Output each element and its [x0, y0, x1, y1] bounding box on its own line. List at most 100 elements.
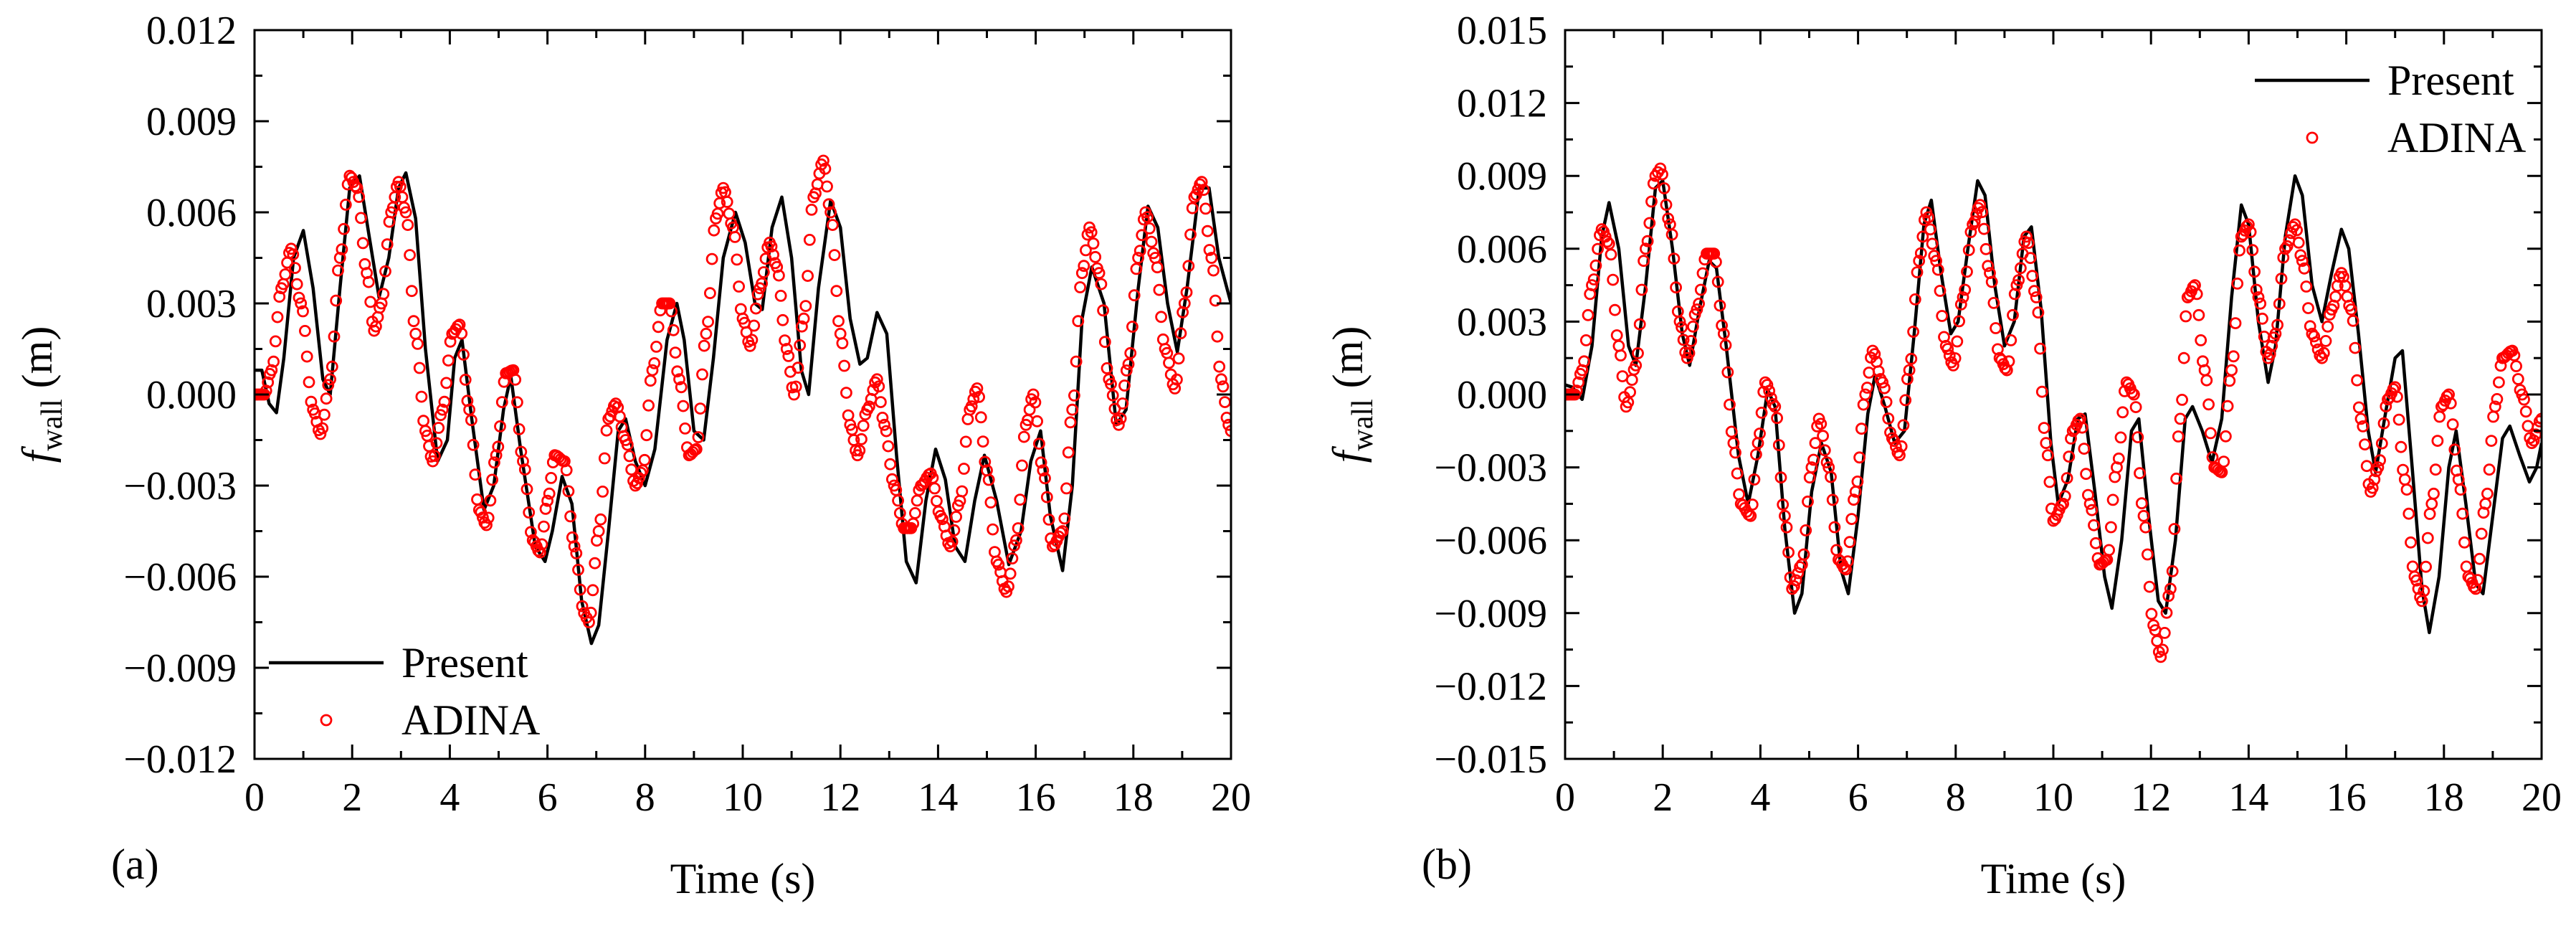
adina-marker	[1219, 396, 1231, 408]
adina-marker	[1947, 359, 1959, 372]
adina-marker	[2291, 224, 2304, 237]
adina-marker	[2535, 412, 2542, 425]
adina-marker	[1767, 398, 1779, 410]
adina-marker	[2041, 449, 2054, 462]
adina-marker	[2273, 298, 2286, 311]
adina-marker	[1017, 430, 1030, 443]
adina-marker	[1763, 384, 1776, 397]
adina-marker	[1016, 459, 1028, 472]
adina-marker	[2089, 537, 2102, 549]
adina-marker	[1582, 308, 1594, 321]
y-tick-label: 0.006	[146, 191, 237, 235]
adina-marker	[803, 233, 816, 246]
adina-marker	[379, 265, 391, 278]
adina-marker	[2063, 450, 2076, 463]
y-tick-label: 0.009	[146, 100, 237, 144]
adina-marker	[1828, 521, 1841, 534]
adina-marker	[2114, 431, 2127, 444]
adina-marker	[576, 600, 589, 613]
adina-marker	[931, 495, 943, 507]
adina-marker	[950, 511, 962, 523]
adina-marker	[1903, 364, 1916, 377]
adina-marker	[2351, 374, 2364, 387]
adina-marker	[412, 337, 424, 350]
adina-marker	[838, 359, 850, 372]
y-tick-label: 0.003	[146, 282, 237, 326]
adina-marker	[822, 198, 835, 211]
adina-marker	[1913, 255, 1926, 268]
adina-marker	[1203, 244, 1216, 256]
adina-marker	[336, 243, 348, 256]
adina-marker	[1143, 222, 1156, 235]
adina-marker	[289, 262, 301, 275]
adina-marker	[805, 203, 818, 216]
adina-marker	[2202, 398, 2215, 411]
adina-marker	[1868, 348, 1881, 361]
adina-marker	[1668, 252, 1681, 265]
adina-marker	[731, 253, 743, 266]
y-tick-label: −0.006	[1434, 519, 1547, 563]
adina-marker	[432, 422, 445, 434]
adina-marker	[863, 400, 875, 413]
adina-marker	[794, 339, 807, 351]
adina-marker	[750, 302, 762, 315]
adina-marker	[2195, 334, 2207, 346]
adina-marker	[1857, 398, 1870, 411]
adina-marker	[430, 437, 443, 450]
adina-marker	[751, 288, 764, 301]
adina-marker	[780, 343, 793, 355]
adina-marker	[2522, 420, 2534, 433]
adina-marker	[1132, 252, 1144, 264]
adina-marker	[698, 339, 710, 352]
adina-marker	[1802, 495, 1814, 508]
adina-marker	[417, 415, 429, 427]
adina-marker	[1075, 267, 1088, 280]
adina-marker	[2511, 373, 2524, 385]
adina-marker	[339, 198, 352, 211]
adina-marker	[480, 519, 493, 531]
adina-marker	[1641, 235, 1654, 247]
chart-panel-b: 0 2 4 6 8 10 12 14 16 18 20 −0.015 −0.012 −0.009 −0.00…	[1324, 9, 2562, 902]
adina-marker	[2527, 434, 2540, 447]
adina-marker	[928, 482, 941, 495]
adina-marker	[2192, 308, 2205, 321]
adina-marker	[2231, 277, 2244, 290]
adina-marker	[279, 268, 292, 280]
adina-marker	[2235, 230, 2248, 243]
adina-marker	[1860, 382, 1873, 394]
adina-marker	[1951, 335, 1964, 348]
adina-marker	[1840, 563, 1853, 576]
adina-marker	[1957, 291, 1969, 303]
adina-marker	[2164, 582, 2177, 595]
adina-marker	[2300, 280, 2313, 293]
adina-marker	[534, 546, 546, 559]
adina-marker	[290, 278, 303, 290]
adina-marker	[1686, 320, 1699, 333]
adina-marker	[2157, 643, 2169, 656]
adina-marker	[324, 373, 337, 386]
adina-marker	[543, 487, 556, 500]
adina-marker	[1222, 418, 1231, 431]
adina-marker	[1909, 293, 1921, 306]
adina-marker	[509, 373, 522, 386]
adina-marker	[2366, 481, 2379, 494]
adina-marker	[1665, 228, 1678, 241]
adina-marker	[1184, 228, 1197, 241]
adina-marker	[353, 191, 366, 203]
adina-marker	[2518, 393, 2530, 406]
adina-marker	[2204, 427, 2217, 440]
adina-marker	[946, 535, 959, 548]
adina-marker	[1797, 548, 1810, 561]
adina-marker	[2458, 536, 2471, 549]
adina-marker	[2218, 455, 2230, 468]
adina-marker	[436, 403, 449, 416]
adina-marker	[1197, 184, 1210, 197]
adina-marker	[2349, 341, 2362, 354]
adina-marker	[2398, 473, 2411, 486]
adina-marker	[1656, 168, 1668, 181]
adina-marker	[521, 483, 533, 496]
adina-marker	[1782, 546, 1795, 559]
adina-marker	[673, 373, 685, 386]
adina-marker	[677, 400, 690, 412]
adina-marker	[708, 224, 721, 237]
